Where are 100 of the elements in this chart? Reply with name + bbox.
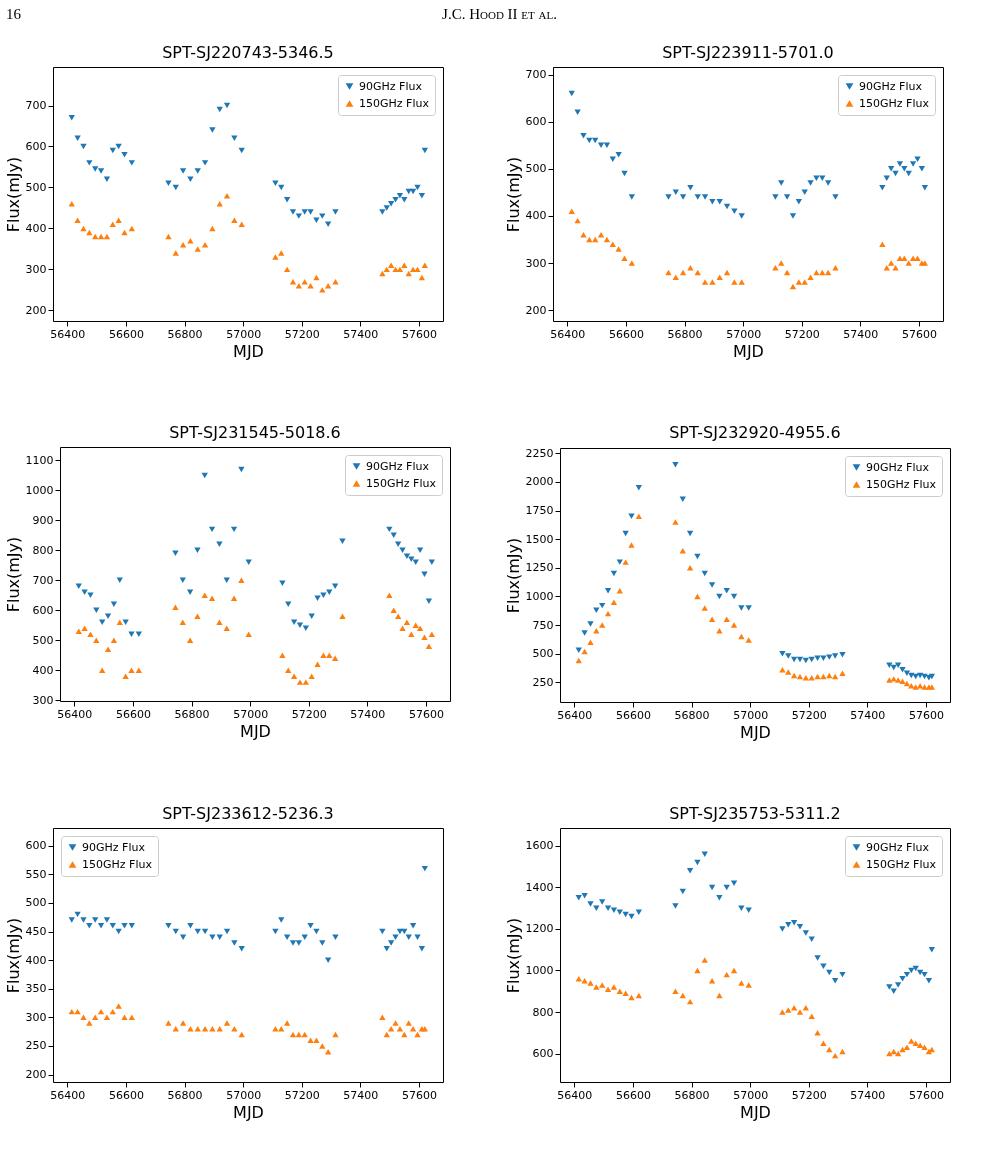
- point: [296, 622, 304, 628]
- x-tick-label: 57000: [733, 1088, 769, 1102]
- point: [115, 1003, 122, 1009]
- point: [831, 673, 839, 680]
- point: [272, 928, 279, 935]
- y-tick-label: 700: [32, 573, 54, 587]
- point: [785, 653, 792, 659]
- y-tick-label: 800: [32, 543, 54, 557]
- point: [387, 940, 395, 946]
- y-tick-label: 1750: [525, 504, 554, 518]
- point: [886, 662, 893, 668]
- point: [592, 236, 599, 243]
- point: [187, 923, 194, 929]
- point: [283, 1020, 291, 1026]
- x-tick-label: 56600: [108, 327, 144, 341]
- point: [307, 209, 314, 215]
- point: [616, 559, 623, 565]
- point: [313, 217, 320, 223]
- point: [615, 151, 622, 158]
- point: [122, 619, 129, 625]
- point: [295, 1031, 302, 1038]
- point: [421, 262, 428, 269]
- y-tick-label: 1250: [525, 561, 554, 575]
- y-tick-label: 1000: [25, 483, 54, 497]
- point: [738, 905, 745, 911]
- x-tick-label: 57200: [791, 1088, 827, 1102]
- point: [296, 679, 304, 685]
- point: [814, 1030, 821, 1036]
- point: [730, 593, 738, 600]
- chart-title: SPT-SJ223911-5701.0: [662, 43, 834, 62]
- point: [593, 607, 600, 613]
- point: [593, 905, 600, 911]
- point: [899, 666, 906, 673]
- point: [99, 619, 106, 625]
- point: [283, 266, 291, 273]
- y-tick-label: 700: [25, 99, 47, 113]
- point: [887, 260, 895, 266]
- point: [628, 913, 635, 920]
- point: [599, 899, 606, 905]
- point: [405, 1020, 412, 1026]
- point: [135, 667, 142, 673]
- point: [593, 984, 600, 990]
- point: [216, 619, 223, 625]
- point: [575, 976, 582, 982]
- point: [635, 992, 642, 999]
- x-tick-label: 57400: [343, 1088, 379, 1102]
- point: [785, 1007, 792, 1013]
- point: [121, 151, 128, 158]
- point: [122, 673, 129, 679]
- point: [392, 197, 399, 203]
- point: [179, 242, 187, 248]
- point: [708, 582, 716, 588]
- point: [201, 592, 208, 599]
- y-tick-label: 250: [532, 675, 554, 689]
- point: [165, 1020, 172, 1026]
- point: [81, 625, 88, 631]
- point: [694, 553, 701, 560]
- point: [74, 217, 81, 223]
- point: [603, 142, 611, 148]
- y-tick-label: 2000: [525, 475, 554, 489]
- x-tick-label: 57200: [284, 327, 320, 341]
- point: [679, 992, 686, 999]
- point: [339, 613, 346, 619]
- point: [597, 142, 605, 148]
- point: [223, 928, 231, 935]
- point: [785, 922, 792, 928]
- point: [745, 605, 752, 611]
- point: [414, 1031, 421, 1038]
- point: [610, 984, 618, 990]
- point: [738, 213, 745, 219]
- x-tick-label: 57600: [901, 327, 937, 341]
- point: [635, 513, 642, 520]
- y-axis-title: Flux(mJy): [503, 917, 523, 994]
- y-tick-label: 1200: [525, 922, 554, 936]
- point: [686, 530, 694, 537]
- y-tick-label: 300: [25, 1010, 47, 1024]
- point: [581, 630, 588, 636]
- point: [575, 895, 582, 901]
- chart-title: SPT-SJ220743-5346.5: [162, 43, 334, 62]
- point: [887, 166, 895, 172]
- point: [814, 673, 821, 680]
- point: [599, 602, 606, 609]
- point: [628, 260, 635, 266]
- point: [672, 274, 679, 280]
- point: [128, 1014, 135, 1021]
- point: [802, 657, 809, 664]
- point: [383, 266, 390, 273]
- point: [772, 194, 779, 200]
- x-axis-title: MJD: [740, 722, 771, 742]
- point: [379, 270, 386, 277]
- y-tick-label: 250: [25, 1039, 47, 1053]
- point: [925, 978, 933, 984]
- point: [621, 170, 628, 177]
- point: [665, 269, 672, 276]
- point: [409, 188, 417, 195]
- point: [679, 496, 686, 502]
- point: [686, 565, 694, 571]
- point: [409, 266, 417, 273]
- point: [187, 1026, 194, 1032]
- chart-title: SPT-SJ232920-4955.6: [669, 423, 841, 443]
